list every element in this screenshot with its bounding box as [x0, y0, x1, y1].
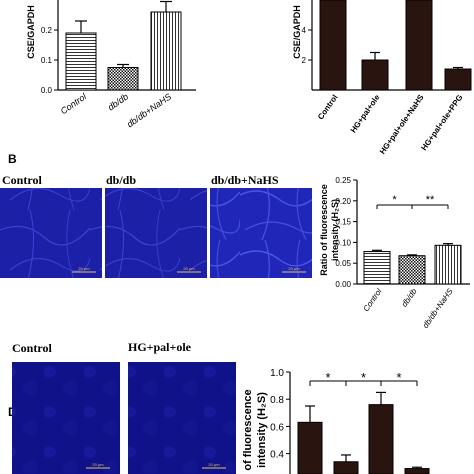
- bar: [404, 468, 430, 474]
- significance-label: *: [325, 370, 330, 385]
- y-tick-label: 0.2: [41, 26, 53, 35]
- panel-label-b: B: [8, 152, 17, 166]
- y-axis-label: intensity (H₂S): [330, 199, 340, 261]
- scale-bar-label: 20 μm: [78, 266, 90, 271]
- y-tick-label: 0.20: [335, 197, 351, 206]
- bar: [434, 244, 462, 285]
- significance-label: *: [361, 370, 366, 385]
- micrograph-label: db/db: [106, 173, 136, 187]
- y-tick-label: 0.4: [270, 450, 284, 461]
- y-axis-label: CSE/GAPDH: [26, 5, 36, 59]
- significance-label: *: [392, 194, 397, 206]
- bar: [297, 421, 323, 474]
- micrograph-label: HG+pal+ole: [128, 340, 192, 354]
- scale-bar-label: 20 μm: [208, 462, 220, 467]
- y-tick-label: 0.0: [41, 86, 53, 95]
- micrograph-label: Control: [12, 341, 52, 355]
- bar: [333, 461, 359, 474]
- bar: [398, 255, 426, 285]
- y-axis-label: intensity (H₂S): [256, 392, 268, 468]
- x-tick-label: db/db+NaHS: [421, 286, 455, 329]
- micrograph-d-control: [12, 362, 120, 474]
- bar: [150, 11, 182, 91]
- y-axis-label: Ratio of fluorescence: [319, 184, 329, 276]
- bar: [107, 67, 139, 91]
- bar: [368, 404, 394, 474]
- bar: [363, 251, 391, 285]
- x-tick-label: db/db: [400, 287, 419, 309]
- bar: [361, 59, 389, 91]
- chart-fluorescence-b: 0.00 0.05 0.10 0.15 0.20 0.25 Ratio of fluores…: [319, 176, 470, 330]
- bar: [405, 0, 433, 91]
- scale-bar-label: 20 μm: [288, 266, 300, 271]
- y-tick-label: 2: [302, 56, 307, 65]
- x-tick-label: Control: [361, 287, 383, 313]
- micrograph-label: db/db+NaHS: [211, 173, 279, 187]
- y-tick-label: 0.6: [270, 422, 284, 433]
- chart-fluorescence-d: 0.4 0.6 0.8 1.0 of fluorescence intensity (H₂…: [242, 368, 430, 474]
- x-tick-label: HG+pal+ole: [349, 93, 382, 135]
- scale-bar-label: 20 μm: [92, 462, 104, 467]
- bar: [65, 32, 97, 91]
- y-tick-label: 0.1: [41, 56, 53, 65]
- scale-bar-label: 20 μm: [183, 266, 195, 271]
- y-tick-label: 0.10: [335, 238, 351, 247]
- y-tick-label: 0.8: [270, 395, 284, 406]
- y-axis-label: of fluorescence: [242, 389, 254, 470]
- bar: [319, 0, 347, 91]
- y-axis-label: CSE/GAPDH: [292, 5, 302, 59]
- y-tick-label: 0.25: [335, 176, 351, 185]
- significance-label: *: [396, 370, 401, 385]
- y-tick-label: 0.00: [335, 280, 351, 289]
- significance-label: **: [426, 194, 435, 206]
- y-tick-label: 0.05: [335, 259, 351, 268]
- micrograph-b-control: [0, 188, 102, 278]
- micrograph-b-dbdb: [105, 188, 207, 278]
- y-tick-label: 1.0: [270, 368, 284, 379]
- micrograph-b-nahs: [210, 188, 312, 278]
- bar: [444, 68, 472, 91]
- x-tick-label: HG+pal+ole+PPG: [419, 93, 464, 152]
- x-tick-label: Control: [59, 91, 89, 116]
- micrograph-label: Control: [2, 173, 42, 187]
- x-tick-label: Control: [316, 93, 340, 121]
- x-tick-label: db/db+NaHS: [125, 91, 173, 129]
- y-tick-label: 4: [302, 26, 307, 35]
- x-tick-label: db/db: [106, 91, 130, 112]
- micrograph-d-hg: [128, 362, 236, 474]
- y-tick-label: 0.15: [335, 218, 351, 227]
